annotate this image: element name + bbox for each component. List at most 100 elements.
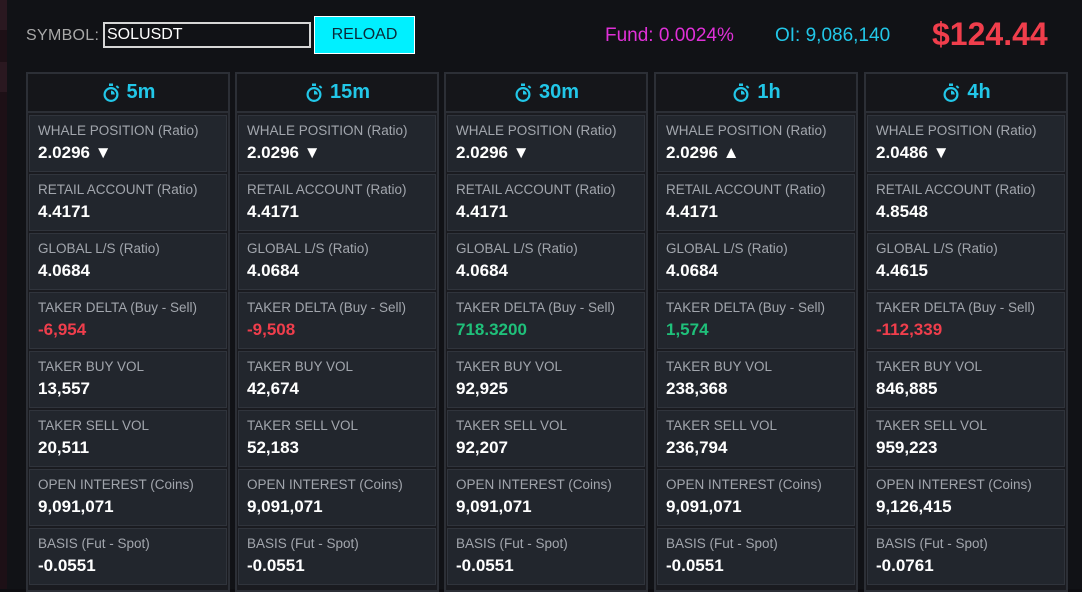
metric-label: WHALE POSITION (Ratio) <box>666 123 827 138</box>
metric-label: TAKER DELTA (Buy - Sell) <box>876 300 1036 315</box>
timeframe-column-3: 1h WHALE POSITION (Ratio) 2.0296 ▲ RETAIL A… <box>654 72 858 592</box>
metric-value: -6,954 <box>38 320 87 339</box>
metric-cell-open-interest: OPEN INTEREST (Coins) 9,091,071 <box>657 469 855 526</box>
metric-value: -0.0551 <box>247 556 305 575</box>
metric-label: GLOBAL L/S (Ratio) <box>247 241 369 256</box>
metric-cell-global: GLOBAL L/S (Ratio) 4.0684 <box>657 233 855 290</box>
metric-cell-taker-buy: TAKER BUY VOL 13,557 <box>29 351 227 408</box>
metric-value: 9,091,071 <box>247 497 323 516</box>
metric-label: GLOBAL L/S (Ratio) <box>876 241 998 256</box>
metric-label: TAKER SELL VOL <box>38 418 150 433</box>
metric-label: BASIS (Fut - Spot) <box>456 536 568 551</box>
metric-cell-retail: RETAIL ACCOUNT (Ratio) 4.4171 <box>29 174 227 231</box>
symbol-label: SYMBOL: <box>26 27 100 44</box>
metric-value: 4.0684 <box>247 261 299 280</box>
metric-label: TAKER BUY VOL <box>666 359 773 374</box>
metric-label: WHALE POSITION (Ratio) <box>876 123 1037 138</box>
reload-button[interactable]: RELOAD <box>314 16 415 54</box>
stopwatch-icon <box>943 83 960 102</box>
metric-value: 4.8548 <box>876 202 928 221</box>
metric-cell-taker-buy: TAKER BUY VOL 238,368 <box>657 351 855 408</box>
metric-value: 42,674 <box>247 379 299 398</box>
metric-label: TAKER DELTA (Buy - Sell) <box>666 300 826 315</box>
metric-cell-taker-delta: TAKER DELTA (Buy - Sell) -112,339 <box>867 292 1065 349</box>
metric-cell-taker-buy: TAKER BUY VOL 846,885 <box>867 351 1065 408</box>
metric-value: -0.0551 <box>666 556 724 575</box>
metric-cell-global: GLOBAL L/S (Ratio) 4.0684 <box>238 233 436 290</box>
edge-notch <box>0 62 7 92</box>
metric-value: 4.4615 <box>876 261 928 280</box>
metric-cell-retail: RETAIL ACCOUNT (Ratio) 4.8548 <box>867 174 1065 231</box>
metric-label: OPEN INTEREST (Coins) <box>666 477 822 492</box>
metric-label: BASIS (Fut - Spot) <box>247 536 359 551</box>
metric-label: OPEN INTEREST (Coins) <box>247 477 403 492</box>
stopwatch-icon <box>306 83 323 102</box>
metric-value: -0.0761 <box>876 556 934 575</box>
metric-label: RETAIL ACCOUNT (Ratio) <box>456 182 616 197</box>
metric-value: -112,339 <box>876 320 943 339</box>
timeframe-header: 4h <box>866 74 1066 113</box>
metric-value: 2.0296 ▼ <box>38 143 112 162</box>
window-left-edge <box>0 0 7 589</box>
metric-value: 92,207 <box>456 438 508 457</box>
symbol-input[interactable] <box>103 22 311 48</box>
timeframe-label: 30m <box>538 81 580 103</box>
timeframe-column-0: 5m WHALE POSITION (Ratio) 2.0296 ▼ RETAIL A… <box>26 72 230 592</box>
metric-value: 4.0684 <box>456 261 508 280</box>
metric-value: 9,091,071 <box>456 497 532 516</box>
metric-value: 2.0296 ▲ <box>666 143 740 162</box>
metric-cell-taker-sell: TAKER SELL VOL 92,207 <box>447 410 645 467</box>
metric-cell-open-interest: OPEN INTEREST (Coins) 9,091,071 <box>238 469 436 526</box>
metric-value: -9,508 <box>247 320 296 339</box>
metric-cell-taker-sell: TAKER SELL VOL 52,183 <box>238 410 436 467</box>
metric-cell-taker-delta: TAKER DELTA (Buy - Sell) 1,574 <box>657 292 855 349</box>
metric-label: TAKER SELL VOL <box>247 418 359 433</box>
metric-value: 2.0296 ▼ <box>247 143 321 162</box>
metric-label: RETAIL ACCOUNT (Ratio) <box>38 182 198 197</box>
metric-value: 52,183 <box>247 438 299 457</box>
metric-label: RETAIL ACCOUNT (Ratio) <box>247 182 407 197</box>
stopwatch-icon <box>103 83 119 102</box>
metric-cell-basis: BASIS (Fut - Spot) -0.0551 <box>657 528 855 585</box>
metric-cell-retail: RETAIL ACCOUNT (Ratio) 4.4171 <box>238 174 436 231</box>
timeframe-grid: 5m WHALE POSITION (Ratio) 2.0296 ▼ RETAIL A… <box>26 72 1082 592</box>
current-price: $124.44 <box>932 16 1048 52</box>
metric-cell-taker-delta: TAKER DELTA (Buy - Sell) -9,508 <box>238 292 436 349</box>
metric-cell-open-interest: OPEN INTEREST (Coins) 9,126,415 <box>867 469 1065 526</box>
metric-cell-global: GLOBAL L/S (Ratio) 4.4615 <box>867 233 1065 290</box>
metric-value: 9,126,415 <box>876 497 952 516</box>
metric-cell-taker-buy: TAKER BUY VOL 42,674 <box>238 351 436 408</box>
timeframe-label: 5m <box>126 81 156 103</box>
metric-cell-basis: BASIS (Fut - Spot) -0.0551 <box>29 528 227 585</box>
metric-label: TAKER SELL VOL <box>666 418 778 433</box>
timeframe-label: 15m <box>329 81 371 103</box>
metric-label: WHALE POSITION (Ratio) <box>247 123 408 138</box>
metric-cell-retail: RETAIL ACCOUNT (Ratio) 4.4171 <box>657 174 855 231</box>
metric-label: GLOBAL L/S (Ratio) <box>666 241 788 256</box>
metric-cell-whale: WHALE POSITION (Ratio) 2.0296 ▲ <box>657 115 855 172</box>
metric-cell-basis: BASIS (Fut - Spot) -0.0761 <box>867 528 1065 585</box>
metric-value: 846,885 <box>876 379 938 398</box>
metric-value: 4.4171 <box>247 202 299 221</box>
timeframe-label: 4h <box>967 81 991 103</box>
timeframe-header: 30m <box>446 74 646 113</box>
metric-cell-taker-delta: TAKER DELTA (Buy - Sell) 718.3200 <box>447 292 645 349</box>
metric-cell-open-interest: OPEN INTEREST (Coins) 9,091,071 <box>447 469 645 526</box>
metric-value: 92,925 <box>456 379 508 398</box>
metric-label: WHALE POSITION (Ratio) <box>38 123 199 138</box>
timeframe-column-1: 15m WHALE POSITION (Ratio) 2.0296 ▼ RETAIL … <box>235 72 439 592</box>
metric-label: TAKER DELTA (Buy - Sell) <box>38 300 198 315</box>
metric-value: 4.4171 <box>38 202 90 221</box>
metric-cell-taker-delta: TAKER DELTA (Buy - Sell) -6,954 <box>29 292 227 349</box>
metric-value: 4.0684 <box>666 261 718 280</box>
metric-cell-whale: WHALE POSITION (Ratio) 2.0296 ▼ <box>238 115 436 172</box>
metric-label: TAKER DELTA (Buy - Sell) <box>456 300 616 315</box>
metric-value: -0.0551 <box>38 556 96 575</box>
metric-label: BASIS (Fut - Spot) <box>876 536 988 551</box>
metric-value: 4.4171 <box>666 202 718 221</box>
metric-cell-basis: BASIS (Fut - Spot) -0.0551 <box>447 528 645 585</box>
metric-cell-taker-sell: TAKER SELL VOL 20,511 <box>29 410 227 467</box>
metric-label: BASIS (Fut - Spot) <box>38 536 150 551</box>
top-bar: SYMBOL: RELOAD Fund: 0.0024% OI: 9,086,1… <box>7 0 1082 72</box>
metric-label: BASIS (Fut - Spot) <box>666 536 778 551</box>
